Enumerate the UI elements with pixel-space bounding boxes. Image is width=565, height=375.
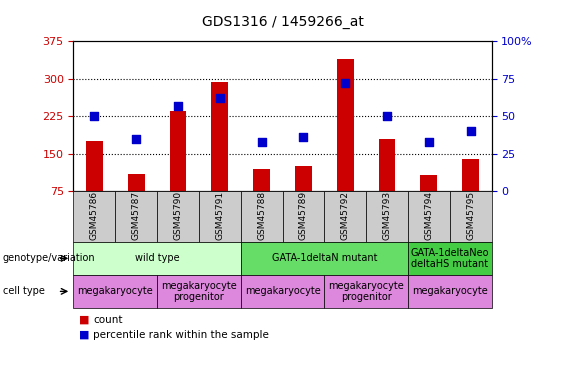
Bar — [462, 159, 479, 191]
Text: count: count — [93, 315, 123, 325]
Point — [215, 95, 224, 101]
Text: GSM45789: GSM45789 — [299, 191, 308, 240]
Text: megakaryocyte
progenitor: megakaryocyte progenitor — [328, 280, 404, 302]
Text: GSM45787: GSM45787 — [132, 191, 141, 240]
Bar — [379, 139, 395, 191]
Point — [424, 139, 433, 145]
Text: GATA-1deltaNeo
deltaHS mutant: GATA-1deltaNeo deltaHS mutant — [411, 248, 489, 269]
Point — [173, 103, 182, 109]
Bar — [211, 82, 228, 191]
Text: megakaryocyte: megakaryocyte — [412, 286, 488, 296]
Text: GSM45791: GSM45791 — [215, 191, 224, 240]
Text: GATA-1deltaN mutant: GATA-1deltaN mutant — [272, 254, 377, 263]
Text: GSM45793: GSM45793 — [383, 191, 392, 240]
Bar — [170, 111, 186, 191]
Text: GSM45795: GSM45795 — [466, 191, 475, 240]
Bar — [420, 175, 437, 191]
Text: GSM45786: GSM45786 — [90, 191, 99, 240]
Text: genotype/variation: genotype/variation — [3, 254, 95, 263]
Point — [299, 134, 308, 140]
Text: GSM45788: GSM45788 — [257, 191, 266, 240]
Bar — [128, 174, 145, 191]
Point — [132, 136, 141, 142]
Point — [90, 113, 99, 119]
Bar — [86, 141, 103, 191]
Text: percentile rank within the sample: percentile rank within the sample — [93, 330, 269, 340]
Text: GSM45792: GSM45792 — [341, 191, 350, 240]
Point — [257, 139, 266, 145]
Text: cell type: cell type — [3, 286, 45, 296]
Text: ■: ■ — [79, 315, 90, 325]
Bar — [253, 169, 270, 191]
Text: megakaryocyte: megakaryocyte — [77, 286, 153, 296]
Text: megakaryocyte
progenitor: megakaryocyte progenitor — [161, 280, 237, 302]
Text: GSM45790: GSM45790 — [173, 191, 182, 240]
Bar — [295, 166, 312, 191]
Bar — [337, 59, 354, 191]
Text: GSM45794: GSM45794 — [424, 191, 433, 240]
Text: ■: ■ — [79, 330, 90, 340]
Text: wild type: wild type — [135, 254, 179, 263]
Point — [341, 80, 350, 86]
Point — [466, 128, 475, 134]
Text: GDS1316 / 1459266_at: GDS1316 / 1459266_at — [202, 15, 363, 29]
Point — [383, 113, 392, 119]
Text: megakaryocyte: megakaryocyte — [245, 286, 320, 296]
